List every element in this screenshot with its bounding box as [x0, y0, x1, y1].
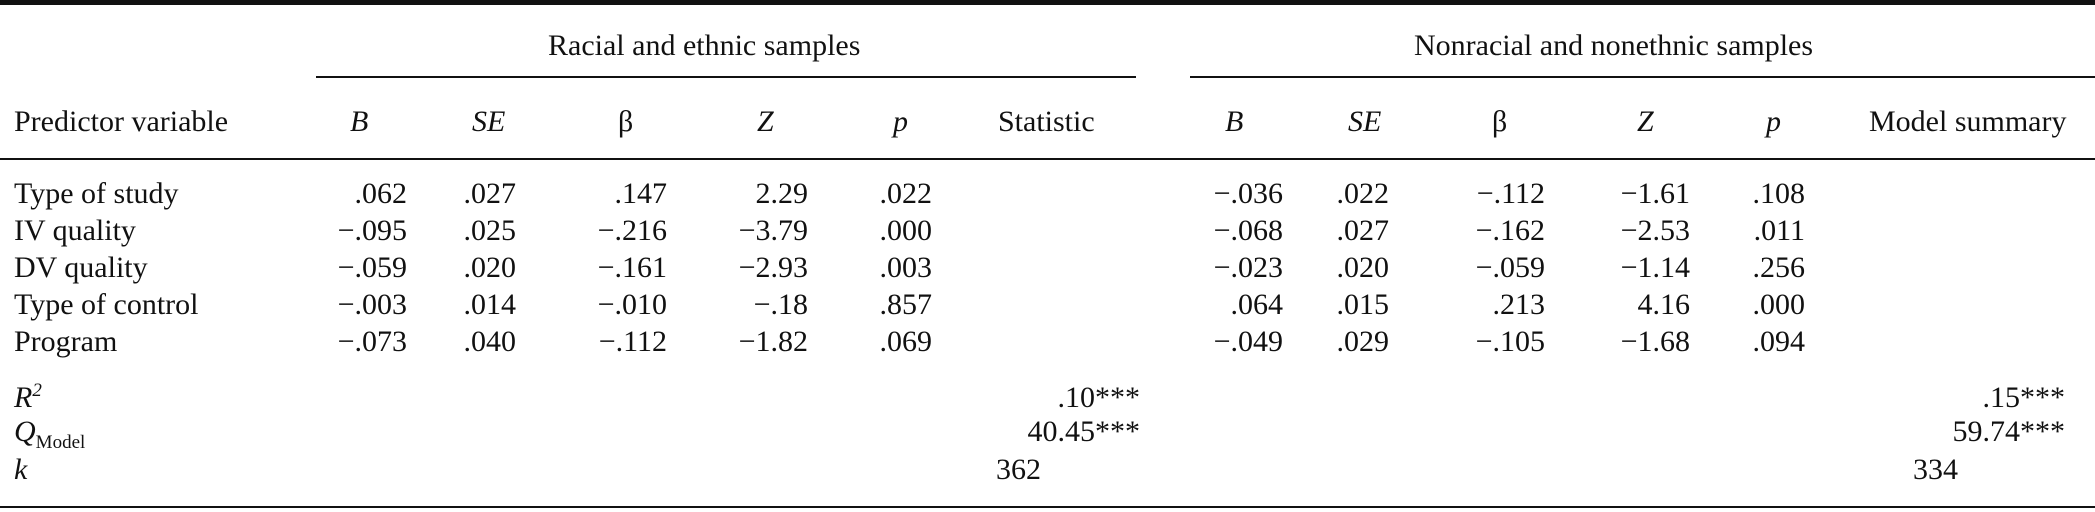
cell-left-p: .069	[879, 325, 933, 358]
q-model-right-value: 59.74***	[1952, 415, 2066, 448]
header-left-z: Z	[757, 105, 774, 138]
cell-right-z: 4.16	[1637, 288, 1691, 321]
cell-right-p: .000	[1752, 288, 1806, 321]
cell-left-beta: .147	[614, 177, 668, 210]
row-label: Type of control	[14, 288, 199, 321]
r2-label: R2	[14, 380, 42, 414]
cell-right-se: .022	[1336, 177, 1390, 210]
row-label: DV quality	[14, 251, 148, 284]
header-right-z: Z	[1637, 105, 1654, 138]
cell-left-se: .040	[463, 325, 517, 358]
cell-right-z: −2.53	[1620, 214, 1690, 247]
r2-right-value: .15***	[1982, 381, 2066, 414]
cell-left-p: .022	[879, 177, 933, 210]
cell-right-se: .020	[1336, 251, 1390, 284]
k-right-value: 334	[1913, 453, 1958, 486]
cell-left-se: .025	[463, 214, 517, 247]
cell-left-se: .027	[463, 177, 517, 210]
cell-left-z: −3.79	[738, 214, 808, 247]
cell-left-beta: −.216	[597, 214, 667, 247]
cell-left-se: .014	[463, 288, 517, 321]
row-label: Program	[14, 325, 118, 358]
cell-right-se: .027	[1336, 214, 1390, 247]
cell-right-z: −1.61	[1620, 177, 1690, 210]
cell-right-beta: −.112	[1476, 177, 1545, 210]
header-model-summary: Model summary	[1869, 105, 2067, 138]
header-predictor-variable: Predictor variable	[14, 105, 229, 138]
cell-right-se: .015	[1336, 288, 1390, 321]
table-bottom-rule	[0, 506, 2095, 508]
header-statistic: Statistic	[998, 105, 1095, 138]
cell-left-se: .020	[463, 251, 517, 284]
q-model-left-value: 40.45***	[1027, 415, 1141, 448]
cell-right-b: .064	[1230, 288, 1284, 321]
cell-left-p: .003	[879, 251, 933, 284]
header-right-se: SE	[1348, 105, 1382, 138]
r2-superscript: 2	[32, 380, 42, 401]
group-title-racial: Racial and ethnic samples	[548, 29, 861, 62]
group-rule-nonracial	[1190, 76, 2095, 78]
q-model-label: QModel	[14, 415, 86, 453]
cell-right-b: −.049	[1213, 325, 1283, 358]
group-title-nonracial: Nonracial and nonethnic samples	[1414, 29, 1814, 62]
r2-left-value: .10***	[1057, 381, 1141, 414]
cell-left-b: −.073	[337, 325, 407, 358]
row-label: IV quality	[14, 214, 136, 247]
cell-left-b: −.059	[337, 251, 407, 284]
k-left-value: 362	[996, 453, 1041, 486]
row-label: Type of study	[14, 177, 179, 210]
header-left-p: p	[893, 105, 908, 138]
cell-left-beta: −.112	[598, 325, 667, 358]
header-left-se: SE	[472, 105, 506, 138]
cell-right-beta: −.059	[1475, 251, 1545, 284]
cell-right-p: .256	[1752, 251, 1806, 284]
cell-left-beta: −.010	[597, 288, 667, 321]
header-rule	[0, 158, 2095, 160]
cell-left-z: 2.29	[755, 177, 809, 210]
cell-left-z: −1.82	[738, 325, 808, 358]
cell-left-b: −.003	[337, 288, 407, 321]
cell-left-z: −2.93	[738, 251, 808, 284]
cell-left-p: .000	[879, 214, 933, 247]
cell-right-p: .108	[1752, 177, 1806, 210]
header-left-beta: β	[618, 105, 634, 138]
cell-right-p: .011	[1753, 214, 1805, 247]
header-right-p: p	[1766, 105, 1781, 138]
cell-right-z: −1.68	[1620, 325, 1690, 358]
table-top-rule	[0, 0, 2095, 5]
cell-left-b: .062	[354, 177, 408, 210]
cell-right-beta: −.162	[1475, 214, 1545, 247]
q-model-subscript: Model	[35, 432, 86, 453]
k-label: k	[14, 453, 28, 486]
header-right-beta: β	[1492, 105, 1508, 138]
cell-left-p: .857	[879, 288, 933, 321]
cell-right-se: .029	[1336, 325, 1390, 358]
cell-right-z: −1.14	[1620, 251, 1690, 284]
cell-right-beta: .213	[1492, 288, 1546, 321]
cell-left-b: −.095	[337, 214, 407, 247]
group-rule-racial	[316, 76, 1136, 78]
header-right-b: B	[1225, 105, 1244, 138]
cell-right-p: .094	[1752, 325, 1806, 358]
cell-right-b: −.068	[1213, 214, 1283, 247]
cell-right-beta: −.105	[1475, 325, 1545, 358]
header-left-b: B	[350, 105, 369, 138]
cell-right-b: −.036	[1213, 177, 1283, 210]
cell-left-beta: −.161	[597, 251, 667, 284]
cell-left-z: −.18	[753, 288, 808, 321]
cell-right-b: −.023	[1213, 251, 1283, 284]
